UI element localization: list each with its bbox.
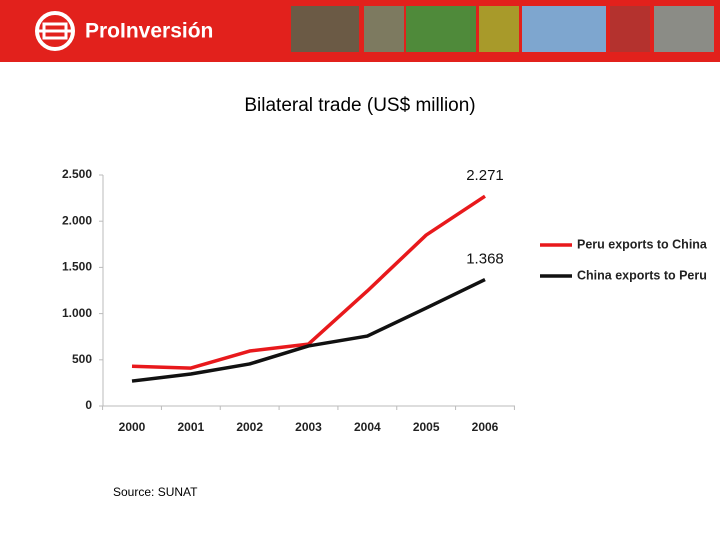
source-note: Source: SUNAT [113, 485, 198, 499]
series-line [131, 278, 486, 383]
y-tick-label: 1.000 [62, 306, 92, 320]
y-tick-label: 500 [72, 352, 92, 366]
logo: ProInversión [35, 11, 213, 51]
photo [291, 6, 359, 52]
chart-title: Bilateral trade (US$ million) [244, 95, 475, 116]
x-tick-label: 2001 [177, 420, 204, 434]
photo [610, 6, 650, 52]
legend-label: Peru exports to China [577, 237, 708, 251]
photo [522, 6, 606, 52]
logo-text: ProInversión [85, 20, 213, 43]
y-tick-label: 0 [85, 398, 92, 412]
y-tick-label: 1.500 [62, 260, 92, 274]
x-tick-label: 2005 [413, 420, 440, 434]
photo-strip [291, 6, 714, 52]
x-tick-label: 2004 [354, 420, 381, 434]
photo [364, 6, 404, 52]
y-tick-label: 2.500 [62, 167, 92, 181]
x-tick-label: 2006 [472, 420, 499, 434]
x-tick-label: 2002 [236, 420, 263, 434]
legend-label: China exports to Peru [577, 268, 707, 282]
y-tick-label: 2.000 [62, 213, 92, 227]
data-label: 2.271 [466, 167, 504, 184]
x-tick-label: 2000 [119, 420, 146, 434]
photo [406, 6, 476, 52]
photo [654, 6, 714, 52]
data-label: 1.368 [466, 251, 504, 268]
series-line [131, 194, 486, 370]
x-tick-label: 2003 [295, 420, 322, 434]
photo [479, 6, 519, 52]
